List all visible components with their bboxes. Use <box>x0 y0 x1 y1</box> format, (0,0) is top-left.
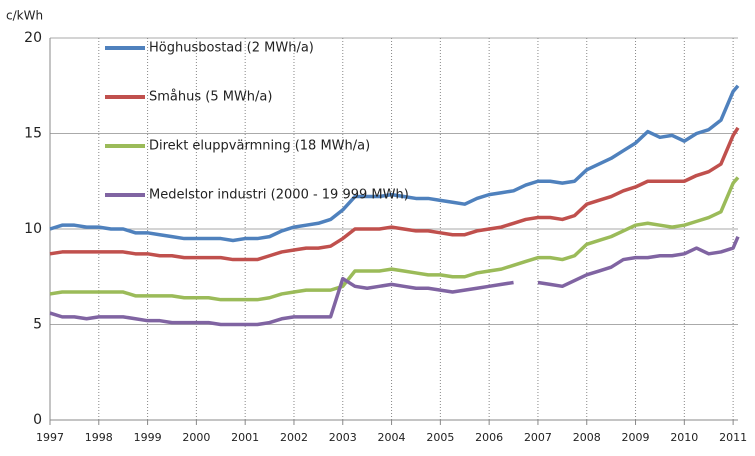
series-line <box>49 235 740 327</box>
x-tick-label: 2006 <box>475 431 503 444</box>
x-tick-label: 2004 <box>378 431 406 444</box>
series-line <box>49 176 740 302</box>
legend-label: Småhus (5 MWh/a) <box>149 90 272 105</box>
x-tick-label: 1999 <box>134 431 162 444</box>
x-tick-label: 2008 <box>573 431 601 444</box>
y-axis-label: c/kWh <box>6 9 43 23</box>
x-tick-label: 2009 <box>622 431 650 444</box>
x-tick-label: 2001 <box>231 431 259 444</box>
x-tick-label: 2010 <box>670 431 698 444</box>
series-line <box>49 84 740 243</box>
x-tick-label: 2005 <box>426 431 454 444</box>
x-tick-label: 2000 <box>182 431 210 444</box>
legend-label: Höghusbostad (2 MWh/a) <box>149 41 314 56</box>
x-tick-label: 2003 <box>329 431 357 444</box>
legend-label: Direkt eluppvärmning (18 MWh/a) <box>149 139 370 154</box>
x-tick-label: 1998 <box>85 431 113 444</box>
series-line <box>49 126 740 262</box>
x-tick-label: 1997 <box>36 431 64 444</box>
x-tick-label: 2002 <box>280 431 308 444</box>
x-tick-label: 2011 <box>719 431 747 444</box>
legend-label: Medelstor industri (2000 - 19 999 MWh) <box>149 188 409 203</box>
y-tick-label: 10 <box>24 221 42 237</box>
y-tick-label: 20 <box>24 30 42 46</box>
y-tick-label: 5 <box>33 317 42 333</box>
x-tick-label: 2007 <box>524 431 552 444</box>
y-tick-label: 15 <box>24 126 42 142</box>
y-tick-label: 0 <box>33 412 42 428</box>
